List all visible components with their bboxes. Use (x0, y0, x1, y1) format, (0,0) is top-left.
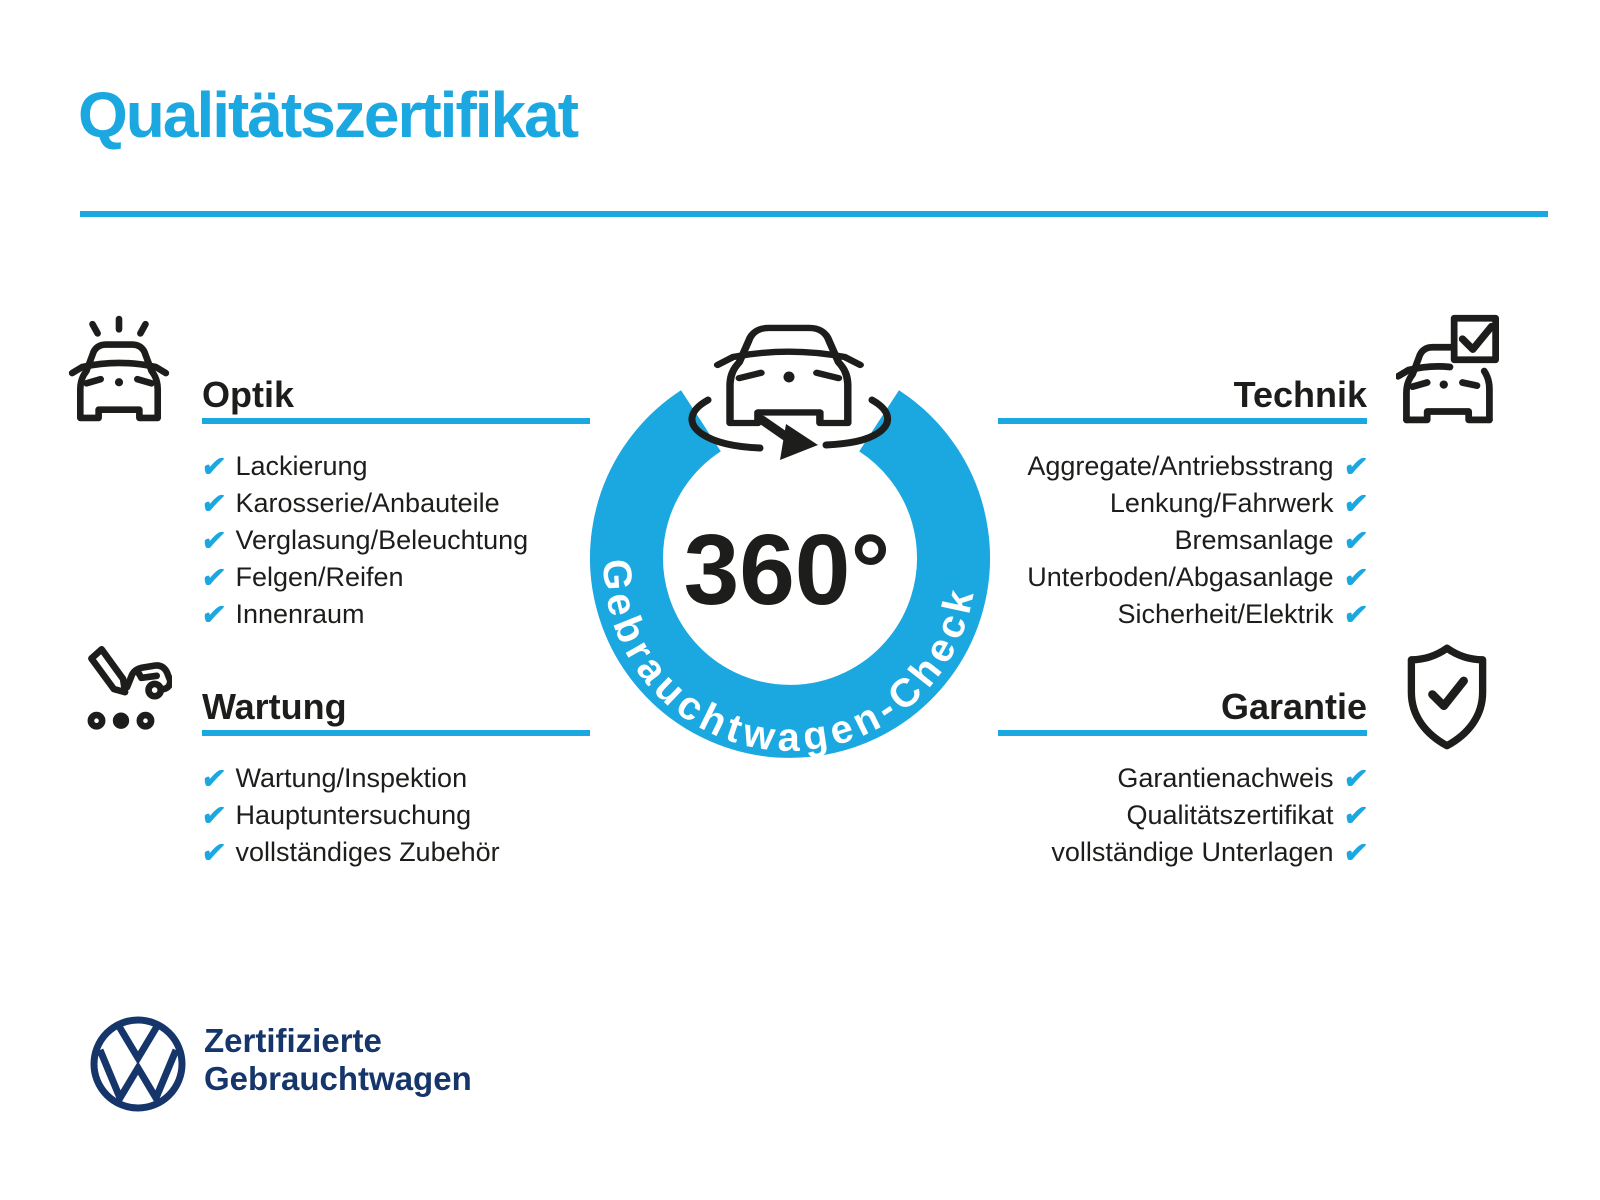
section-title-technik: Technik (1233, 374, 1367, 415)
check-icon: ✔ (199, 598, 228, 630)
page-title: Qualitätszertifikat (78, 79, 579, 151)
checklist-item-label: Wartung/Inspektion (235, 763, 468, 793)
check-icon: ✔ (199, 487, 228, 519)
checklist-item: ✔ Verglasung/Beleuchtung (199, 522, 529, 559)
check-icon: ✔ (199, 524, 228, 556)
checklist-item-label: Karosserie/Anbauteile (235, 488, 500, 518)
checklist-item-label: Hauptuntersuchung (235, 800, 472, 830)
checklist-item: Bremsanlage ✔ (898, 522, 1370, 559)
checklist-item-label: Bremsanlage (1174, 525, 1334, 555)
brand-line-1: Zertifizierte (204, 1022, 382, 1059)
checklist-item-label: Lackierung (235, 451, 368, 481)
check-icon: ✔ (1341, 762, 1370, 794)
badge-ring (590, 390, 990, 758)
checklist-item-label: vollständiges Zubehör (235, 837, 500, 867)
check-icon: ✔ (199, 762, 228, 794)
checklist-item-label: vollständige Unterlagen (1051, 837, 1334, 867)
technik-checklist: Aggregate/Antriebsstrang ✔ Lenkung/Fahrwe… (898, 448, 1370, 633)
section-title-wartung: Wartung (202, 686, 347, 727)
checklist-item: Unterboden/Abgasanlage ✔ (898, 559, 1370, 596)
brand-text: Zertifizierte Gebrauchtwagen (204, 1022, 472, 1098)
section-rule-wartung (202, 730, 590, 736)
checklist-item-label: Unterboden/Abgasanlage (1027, 562, 1334, 592)
checklist-item: Garantienachweis ✔ (898, 760, 1370, 797)
checklist-item: ✔ Hauptuntersuchung (199, 797, 500, 834)
check-icon: ✔ (199, 799, 228, 831)
checklist-item: Qualitätszertifikat ✔ (898, 797, 1370, 834)
checklist-item: ✔ Karosserie/Anbauteile (199, 485, 528, 522)
check-icon: ✔ (1341, 524, 1370, 556)
section-rule-technik (998, 418, 1367, 424)
checklist-item: ✔ Innenraum (199, 596, 528, 633)
section-title-garantie: Garantie (1220, 686, 1367, 727)
section-rule-optik (202, 418, 590, 424)
checklist-item: Aggregate/Antriebsstrang ✔ (898, 448, 1370, 485)
pencil-car-icon (87, 645, 172, 730)
rotate-arrowhead (780, 424, 818, 460)
garantie-checklist: Garantienachweis ✔ Qualitätszertifikat ✔ v… (898, 760, 1370, 871)
check-icon: ✔ (1341, 487, 1370, 519)
check-icon: ✔ (1341, 561, 1370, 593)
shield-check-icon (1407, 644, 1487, 750)
checklist-item: ✔ vollständiges Zubehör (199, 834, 500, 871)
checklist-item: vollständige Unterlagen ✔ (898, 834, 1370, 871)
check-icon: ✔ (1341, 799, 1370, 831)
brand-line-2: Gebrauchtwagen (204, 1060, 472, 1097)
checklist-item: ✔ Wartung/Inspektion (199, 760, 500, 797)
check-icon: ✔ (199, 450, 228, 482)
title-divider (80, 211, 1548, 217)
checklist-item-label: Garantienachweis (1117, 763, 1334, 793)
car-center-dot (114, 378, 124, 387)
vw-logo (90, 1016, 186, 1112)
check-icon: ✔ (1341, 836, 1370, 868)
checklist-item-label: Sicherheit/Elektrik (1117, 599, 1334, 629)
badge-360-check: Gebrauchtwagen-Check 360° (590, 324, 990, 760)
checklist-item-label: Verglasung/Beleuchtung (235, 525, 529, 555)
checklist-item-label: Aggregate/Antriebsstrang (1027, 451, 1334, 481)
checklist-item-label: Lenkung/Fahrwerk (1109, 488, 1334, 518)
check-icon: ✔ (1341, 450, 1370, 482)
checklist-item: Lenkung/Fahrwerk ✔ (898, 485, 1370, 522)
checklist-item: Sicherheit/Elektrik ✔ (898, 596, 1370, 633)
check-icon: ✔ (199, 836, 228, 868)
car-front-shine-icon (68, 315, 170, 422)
check-icon: ✔ (1341, 598, 1370, 630)
checklist-item: ✔ Lackierung (199, 448, 528, 485)
checklist-item-label: Felgen/Reifen (235, 562, 404, 592)
checklist-item-label: Innenraum (235, 599, 365, 629)
checklist-item-label: Qualitätszertifikat (1126, 800, 1334, 830)
section-rule-garantie (998, 730, 1367, 736)
car-rotate-icon (688, 324, 891, 460)
checklist-item: ✔ Felgen/Reifen (199, 559, 528, 596)
car-center-dot (1439, 380, 1448, 389)
optik-checklist: ✔ Lackierung ✔ Karosserie/Anbauteile ✔ Verg… (199, 448, 529, 633)
car-checkbox-icon (1396, 314, 1499, 424)
check-icon: ✔ (199, 561, 228, 593)
dot (112, 712, 130, 729)
wartung-checklist: ✔ Wartung/Inspektion ✔ Hauptuntersuchung ✔… (199, 760, 500, 871)
section-title-optik: Optik (202, 374, 295, 415)
badge-degrees-label: 360° (684, 514, 891, 626)
